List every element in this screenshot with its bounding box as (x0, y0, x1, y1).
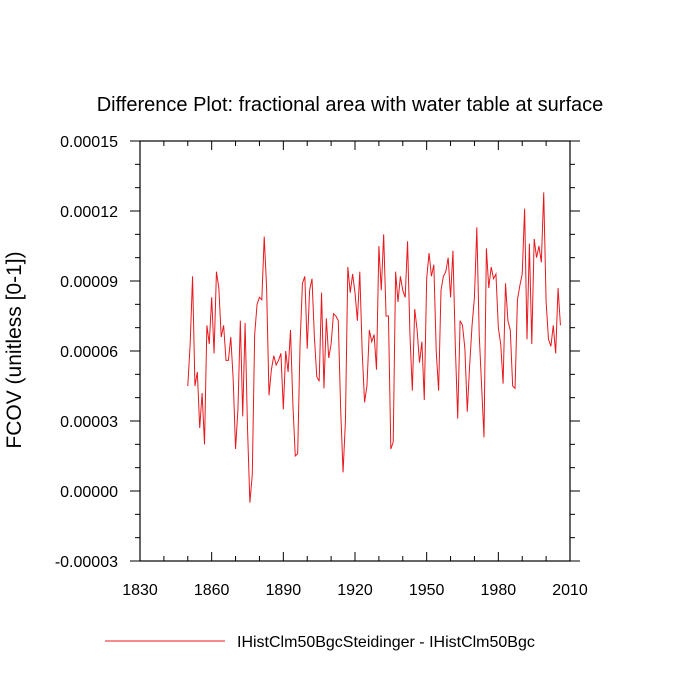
legend-label: IHistClm50BgcSteidinger - IHistClm50Bgc (237, 634, 535, 651)
chart-title: Difference Plot: fractional area with wa… (97, 94, 604, 116)
y-tick-label: 0.00012 (60, 204, 118, 221)
x-tick-label: 1830 (122, 582, 158, 599)
y-tick-label: -0.00003 (55, 554, 118, 571)
y-axis-label: FCOV (unitless [0-1]) (3, 251, 26, 448)
x-axis: 1830 1860 1890 1920 1950 1980 2010 (122, 141, 588, 599)
series-line (187, 192, 561, 503)
x-tick-label: 1980 (481, 582, 517, 599)
y-axis: -0.00003 0.00000 0.00003 0.00006 0.00009 0.00… (55, 134, 580, 571)
x-tick-label: 1860 (194, 582, 230, 599)
plot-frame (139, 140, 571, 562)
x-tick-label: 1890 (266, 582, 302, 599)
x-tick-label: 1920 (337, 582, 373, 599)
x-tick-label: 2010 (552, 582, 588, 599)
series-group (187, 192, 561, 503)
y-tick-label: 0.00003 (60, 414, 118, 431)
y-tick-label: 0.00000 (60, 484, 118, 501)
y-tick-label: 0.00009 (60, 274, 118, 291)
legend: IHistClm50BgcSteidinger - IHistClm50Bgc (105, 634, 535, 651)
y-tick-label: 0.00006 (60, 344, 118, 361)
x-tick-label: 1950 (409, 582, 445, 599)
y-tick-label: 0.00015 (60, 134, 118, 151)
